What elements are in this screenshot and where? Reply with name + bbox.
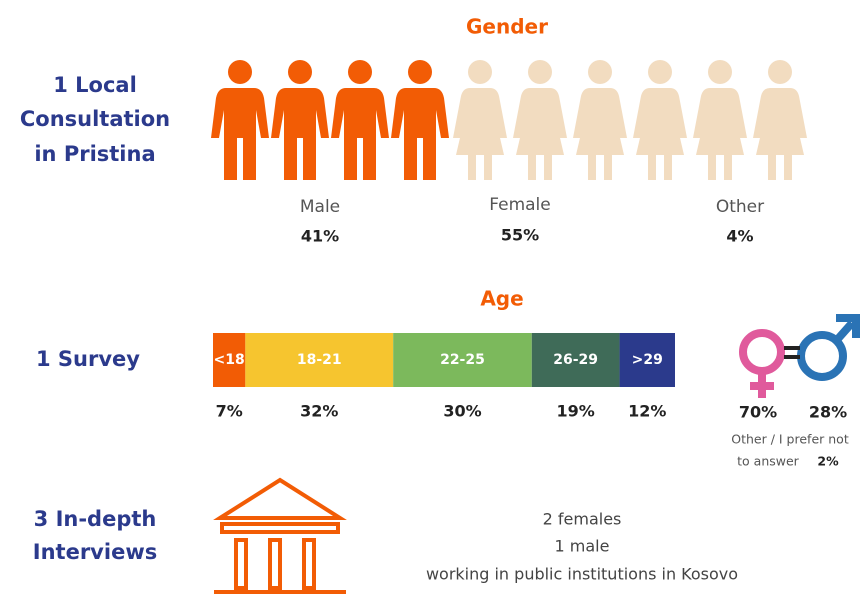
interview-text: 1 male: [555, 537, 610, 556]
gender-pct: 4%: [726, 227, 753, 246]
female-icon: [573, 60, 627, 180]
building-icon: [213, 477, 347, 594]
female-icon: [513, 60, 567, 180]
female-icon: [633, 60, 687, 180]
male-icon: [391, 60, 449, 180]
age-pct: 32%: [300, 402, 338, 421]
row-label: 1 Survey: [36, 347, 140, 371]
row-label: 1 Local: [53, 73, 137, 97]
age-segment: [619, 333, 675, 387]
female-icon: [693, 60, 747, 180]
row-label: Interviews: [33, 540, 157, 564]
male-icon: [211, 60, 269, 180]
note: to answer: [737, 454, 800, 469]
age-pct: 19%: [557, 402, 595, 421]
sex-pct: 70%: [739, 403, 777, 422]
age-segment-label: 18-21: [297, 352, 342, 368]
age-pct: 7%: [216, 402, 243, 421]
age-title: Age: [480, 287, 523, 311]
gender-pct: 55%: [501, 226, 539, 245]
note: Other / I prefer not: [731, 432, 849, 447]
age-segment-label: 22-25: [440, 352, 485, 368]
male-icon: [331, 60, 389, 180]
row-label: 3 In-depth: [34, 507, 157, 531]
gender-pct: 41%: [301, 227, 339, 246]
gender-label: Male: [300, 197, 340, 217]
gender-label: Female: [489, 195, 550, 215]
age-segment: [245, 333, 394, 387]
age-segment-label: 26-29: [553, 352, 598, 368]
age-segment-label: >29: [632, 352, 663, 368]
age-segment: [393, 333, 532, 387]
female-icon: [753, 60, 807, 180]
age-segment: [213, 333, 246, 387]
interview-text: working in public institutions in Kosovo: [426, 565, 738, 584]
interview-text: 2 females: [543, 510, 622, 529]
row-label: Consultation: [20, 107, 170, 131]
sex-pct: 28%: [809, 403, 847, 422]
gender-label: Other: [716, 197, 764, 217]
age-pct: 12%: [628, 402, 666, 421]
note-value: 2%: [817, 454, 839, 469]
people-icons: [211, 60, 807, 180]
female-icon: [453, 60, 507, 180]
age-segment-label: <18: [214, 352, 245, 368]
gender-title: Gender: [466, 15, 548, 39]
gender-symbol: [739, 314, 860, 398]
male-icon: [271, 60, 329, 180]
age-bar: <18 7% 18-21 32% 22-25 30% 26-29 19% >29 12%: [213, 333, 675, 421]
age-segment: [531, 333, 620, 387]
age-pct: 30%: [443, 402, 481, 421]
row-label: in Pristina: [34, 142, 155, 166]
